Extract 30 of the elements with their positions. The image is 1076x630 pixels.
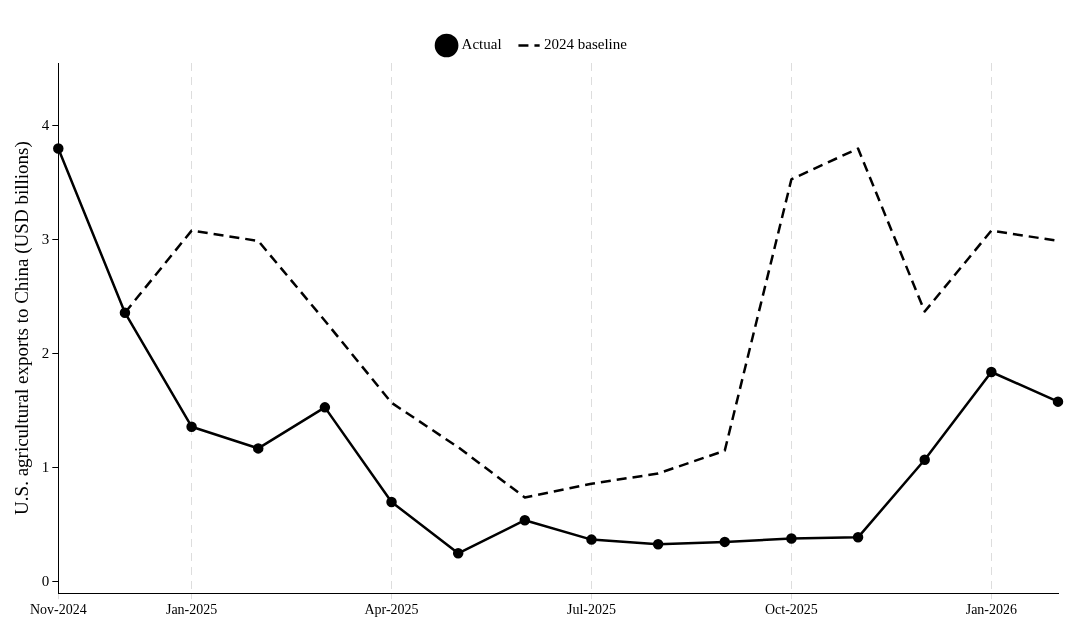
point	[919, 454, 930, 466]
point	[719, 536, 731, 548]
point	[452, 548, 464, 559]
x-tick-label: Jan-2026	[965, 602, 1018, 618]
x-tick-label: Oct-2025	[764, 602, 818, 618]
y-tick-label: 1	[41, 458, 50, 475]
point	[852, 532, 864, 543]
point	[252, 443, 264, 454]
point	[319, 402, 331, 413]
point	[186, 421, 197, 432]
y-axis-title: U.S. agricultural exports to China (USD billions)	[11, 141, 34, 515]
point	[519, 514, 531, 526]
point	[386, 496, 397, 508]
x-tick-label: Nov-2024	[29, 602, 87, 618]
y-tick-label: 3	[41, 230, 50, 247]
legend-label: Actual	[461, 36, 502, 53]
y-tick-label: 0	[41, 572, 50, 589]
point	[119, 307, 131, 318]
legend-label: 2024 baseline	[544, 36, 628, 53]
point	[1052, 396, 1064, 407]
y-tick-label: 2	[41, 344, 50, 361]
x-tick-label: Jan-2025	[165, 602, 218, 618]
x-tick-label: Apr-2025	[364, 602, 419, 618]
point	[652, 538, 664, 550]
point	[786, 533, 797, 544]
point	[986, 366, 997, 378]
point	[586, 534, 597, 545]
y-tick-label: 4	[41, 116, 50, 133]
point	[53, 143, 64, 154]
x-tick-label: Jul-2025	[566, 602, 616, 618]
